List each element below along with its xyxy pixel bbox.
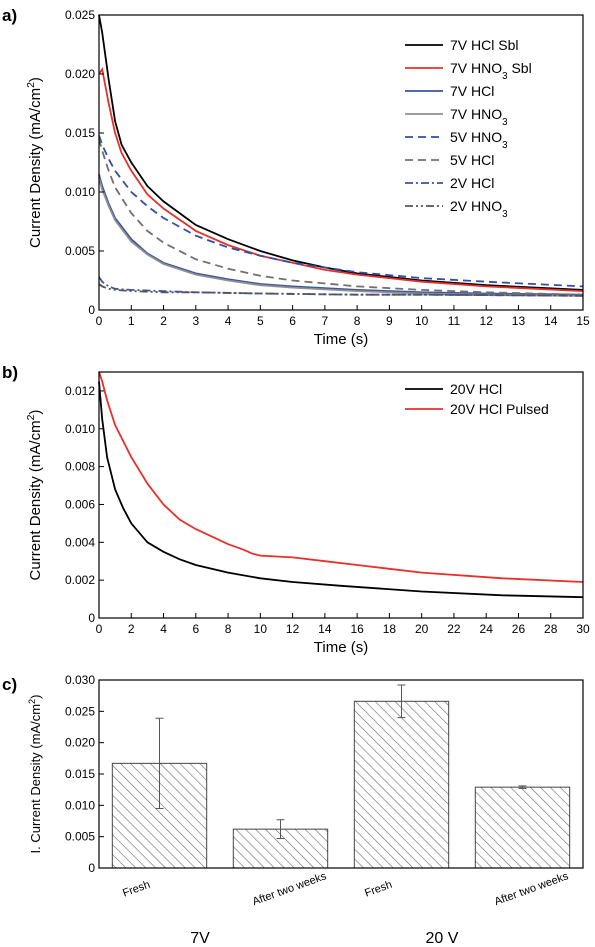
legend-label-5: 5V HCl: [450, 152, 494, 168]
category-label-1: After two weeks: [251, 870, 329, 908]
y-tick-label: 0.020: [65, 67, 95, 81]
category-label-2: Fresh: [363, 879, 394, 900]
y-tick-label: 0.010: [65, 798, 95, 812]
y-tick-label: 0.012: [65, 384, 95, 398]
x-axis-label: Time (s): [314, 331, 368, 348]
y-axis-label: Current Density (mA/cm2): [25, 410, 44, 581]
series-line-7: [98, 283, 584, 297]
category-label-0: Fresh: [121, 879, 152, 900]
x-tick-label: 14: [544, 314, 558, 328]
x-tick-label: 3: [192, 314, 199, 328]
x-tick-label: 7: [322, 314, 329, 328]
chart-panel-a: a)0 1 2 3 4 5 6 7 8 9 10 11 12 13 14 1500.0050.0100.015…: [2, 6, 590, 348]
x-tick-label: 16: [350, 622, 364, 636]
legend-label-6: 2V HCl: [450, 175, 494, 191]
series-line-0: [98, 14, 584, 291]
series-line-3: [98, 177, 584, 297]
x-tick-label: 24: [480, 622, 494, 636]
y-tick-label: 0.010: [65, 422, 95, 436]
series-line-4: [98, 135, 584, 288]
bar-2: [353, 700, 450, 869]
x-tick-label: 28: [544, 622, 558, 636]
x-tick-label: 6: [192, 622, 199, 636]
legend-label-0: 20V HCl: [450, 381, 502, 397]
y-tick-label: 0.002: [65, 573, 95, 587]
y-tick-label: 0: [88, 303, 95, 317]
bar-3: [474, 786, 571, 869]
plot-frame: [98, 14, 584, 311]
group-label-0: 7V: [190, 930, 210, 947]
series-line-0: [98, 381, 584, 599]
x-tick-label: 26: [512, 622, 526, 636]
y-axis-label: I. Current Density (mA/cm2): [27, 695, 43, 854]
x-tick-label: 13: [512, 314, 526, 328]
x-tick-label: 1: [128, 314, 135, 328]
x-axis-label: Time (s): [314, 639, 368, 656]
x-tick-label: 15: [576, 314, 590, 328]
panel-label: a): [2, 6, 17, 25]
chart-panel-b: b)0 2 4 6 8 10 12 14 16 18 20 22 24 26 28 3000.0020.004…: [2, 363, 590, 656]
x-tick-label: 10: [415, 314, 429, 328]
y-tick-label: 0.004: [65, 535, 95, 549]
x-tick-label: 2: [128, 622, 135, 636]
legend-label-0: 7V HCl Sbl: [450, 37, 518, 53]
panel-label: c): [2, 675, 17, 694]
legend-label-1: 20V HCl Pulsed: [450, 401, 549, 417]
y-axis-label: Current Density (mA/cm2): [25, 77, 44, 248]
x-tick-label: 12: [286, 622, 300, 636]
category-label-3: After two weeks: [493, 870, 571, 908]
x-tick-label: 11: [448, 314, 461, 328]
x-tick-label: 30: [576, 622, 590, 636]
x-tick-label: 20: [415, 622, 429, 636]
y-tick-label: 0.010: [65, 185, 95, 199]
y-tick-label: 0: [88, 611, 95, 625]
y-tick-label: 0.005: [65, 244, 95, 258]
x-tick-label: 0: [96, 314, 103, 328]
chart-panel-c: c) 0 0.005 0.010 0.015 0.020 0.025 0.030 Fresh Af…: [2, 673, 584, 947]
y-tick-label: 0.015: [65, 767, 95, 781]
x-tick-label: 5: [257, 314, 264, 328]
x-tick-label: 9: [386, 314, 393, 328]
series-line-2: [98, 174, 584, 296]
y-tick-label: 0: [88, 861, 95, 875]
series-line-5: [98, 138, 584, 296]
x-tick-label: 14: [318, 622, 332, 636]
y-tick-label: 0.020: [65, 736, 95, 750]
group-label-1: 20 V: [426, 930, 459, 947]
series-line-1: [98, 371, 584, 583]
y-tick-label: 0.015: [65, 126, 95, 140]
x-tick-label: 12: [480, 314, 494, 328]
x-tick-label: 2: [160, 314, 167, 328]
legend-label-4: 5V HNO3: [450, 129, 508, 151]
series-line-6: [98, 276, 584, 297]
y-tick-label: 0.006: [65, 497, 95, 511]
y-tick-label: 0.030: [65, 673, 95, 687]
x-tick-label: 10: [254, 622, 268, 636]
y-tick-label: 0.025: [65, 8, 95, 22]
x-tick-label: 22: [447, 622, 461, 636]
x-tick-label: 8: [225, 622, 232, 636]
x-tick-label: 18: [383, 622, 397, 636]
y-tick-label: 0.008: [65, 460, 95, 474]
legend-label-7: 2V HNO3: [450, 198, 508, 220]
legend-label-2: 7V HCl: [450, 83, 494, 99]
y-tick-label: 0.005: [65, 830, 95, 844]
x-tick-label: 4: [225, 314, 232, 328]
x-tick-label: 6: [289, 314, 296, 328]
series-line-1: [98, 66, 584, 292]
legend-label-1: 7V HNO3 Sbl: [450, 60, 532, 82]
x-tick-label: 4: [160, 622, 167, 636]
panel-label: b): [2, 363, 18, 382]
y-tick-label: 0.025: [65, 704, 95, 718]
x-tick-label: 8: [354, 314, 361, 328]
x-tick-label: 0: [96, 622, 103, 636]
legend-label-3: 7V HNO3: [450, 106, 508, 128]
plot-frame: [98, 371, 584, 619]
